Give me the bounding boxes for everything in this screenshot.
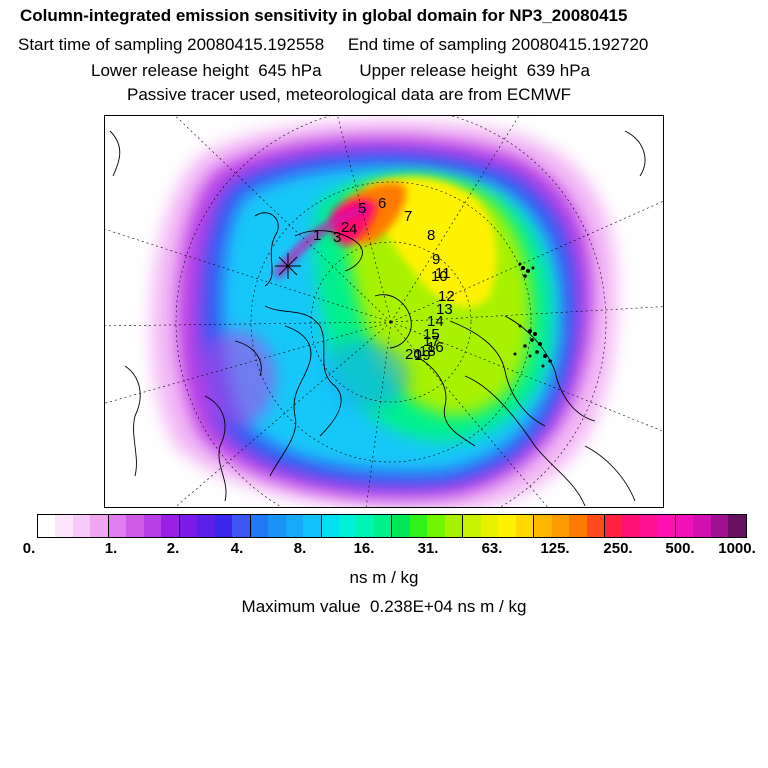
colorbar-segment [356,515,374,537]
colorbar-segment [498,515,516,537]
colorbar-segment [392,515,410,537]
trajectory-label: 13 [436,301,453,318]
trajectory-label: 2 [341,219,349,236]
colorbar-tick-label: 16. [353,540,375,557]
colorbar-segment [710,515,729,537]
colorbar-segment [480,515,499,537]
point-clusters [513,262,552,368]
trajectory-label: 6 [378,195,386,212]
colorbar-segment [657,515,676,537]
colorbar-tick-labels: 0. 1. 2. 4. 8. 16. 31. 63. 125. 250. 500. 1000. [0,540,768,560]
colorbar-segment [675,515,694,537]
colorbar-segment [108,515,127,537]
colorbar-segment [197,515,215,537]
colorbar-segment [338,515,357,537]
maximum-value-text: Maximum value 0.238E+04 ns m / kg [241,597,527,616]
colorbar-segment [214,515,233,537]
colorbar-segment [586,515,605,537]
release-location-marker [275,253,301,279]
colorbar-tick-label: 0. [22,540,36,557]
colorbar-segment [250,515,269,537]
tracer-info-line: Passive tracer used, meteorological data… [127,85,572,104]
colorbar-segment [373,515,393,537]
colorbar-segment [179,515,198,537]
coastlines [109,130,646,507]
graticule [105,116,663,507]
colorbar-tick-label: 500. [665,540,695,557]
trajectory-label: 3 [333,229,341,246]
colorbar-segment [639,515,658,537]
trajectory-label: 9 [432,251,440,268]
colorbar-segment [534,515,552,537]
colorbar-segment [569,515,587,537]
colorbar [37,514,747,538]
trajectory-label: 16 [427,339,444,356]
colorbar-tick-label: 1000. [718,540,756,557]
colorbar-segment [444,515,464,537]
colorbar-unit: ns m / kg [349,568,419,587]
sensitivity-field [150,120,618,507]
trajectory-label: 4 [349,221,357,238]
colorbar-segment [551,515,570,537]
colorbar-segment [605,515,623,537]
trajectory-label: 14 [427,313,444,330]
colorbar-segment [55,515,73,537]
colorbar-segment [38,515,56,537]
trajectory-label: 11 [435,265,451,282]
sampling-time-line: Start time of sampling 20080415.192558 E… [18,35,649,54]
colorbar-tick-label: 1. [104,540,118,557]
trajectory-label: 7 [404,208,412,225]
trajectory-label: 1 [313,227,321,244]
trajectory-label: 12 [438,288,455,305]
colorbar-segment [622,515,640,537]
trajectory-label: 5 [358,200,366,217]
colorbar-tick-label: 250. [603,540,633,557]
colorbar-segment [693,515,711,537]
colorbar-segment [321,515,339,537]
release-height-line: Lower release height 645 hPa Upper relea… [91,61,590,80]
trajectory-label: 8 [427,227,435,244]
colorbar-tick-label: 31. [417,540,439,557]
colorbar-segment [303,515,322,537]
colorbar-segment [463,515,481,537]
colorbar-tick-label: 125. [540,540,570,557]
colorbar-segment [143,515,162,537]
plot-title: Column-integrated emission sensitivity i… [20,6,628,25]
colorbar-segment [515,515,535,537]
colorbar-tick-label: 63. [481,540,503,557]
colorbar-segment [285,515,304,537]
trajectory-label: 10 [431,268,448,285]
colorbar-segment [268,515,286,537]
colorbar-segment [427,515,445,537]
colorbar-tick-label: 8. [293,540,307,557]
colorbar-tick-label: 4. [230,540,244,557]
trajectory-label: 18 [419,343,436,360]
trajectory-label: 19 [414,347,431,364]
trajectory-label: 15 [423,326,440,343]
colorbar-segment [126,515,144,537]
colorbar-tick-label: 2. [166,540,180,557]
colorbar-segment [161,515,180,537]
trajectory-label: 20 [405,346,422,363]
colorbar-segment [72,515,91,537]
colorbar-segment [728,515,746,537]
colorbar-segment [232,515,251,537]
colorbar-segment [409,515,428,537]
sensitivity-map: 1 2 3 4 5 6 7 8 9 10 11 12 13 14 15 16 17 18 19 20 [104,115,664,508]
trajectory-label: 17 [423,333,440,350]
colorbar-segment [90,515,109,537]
